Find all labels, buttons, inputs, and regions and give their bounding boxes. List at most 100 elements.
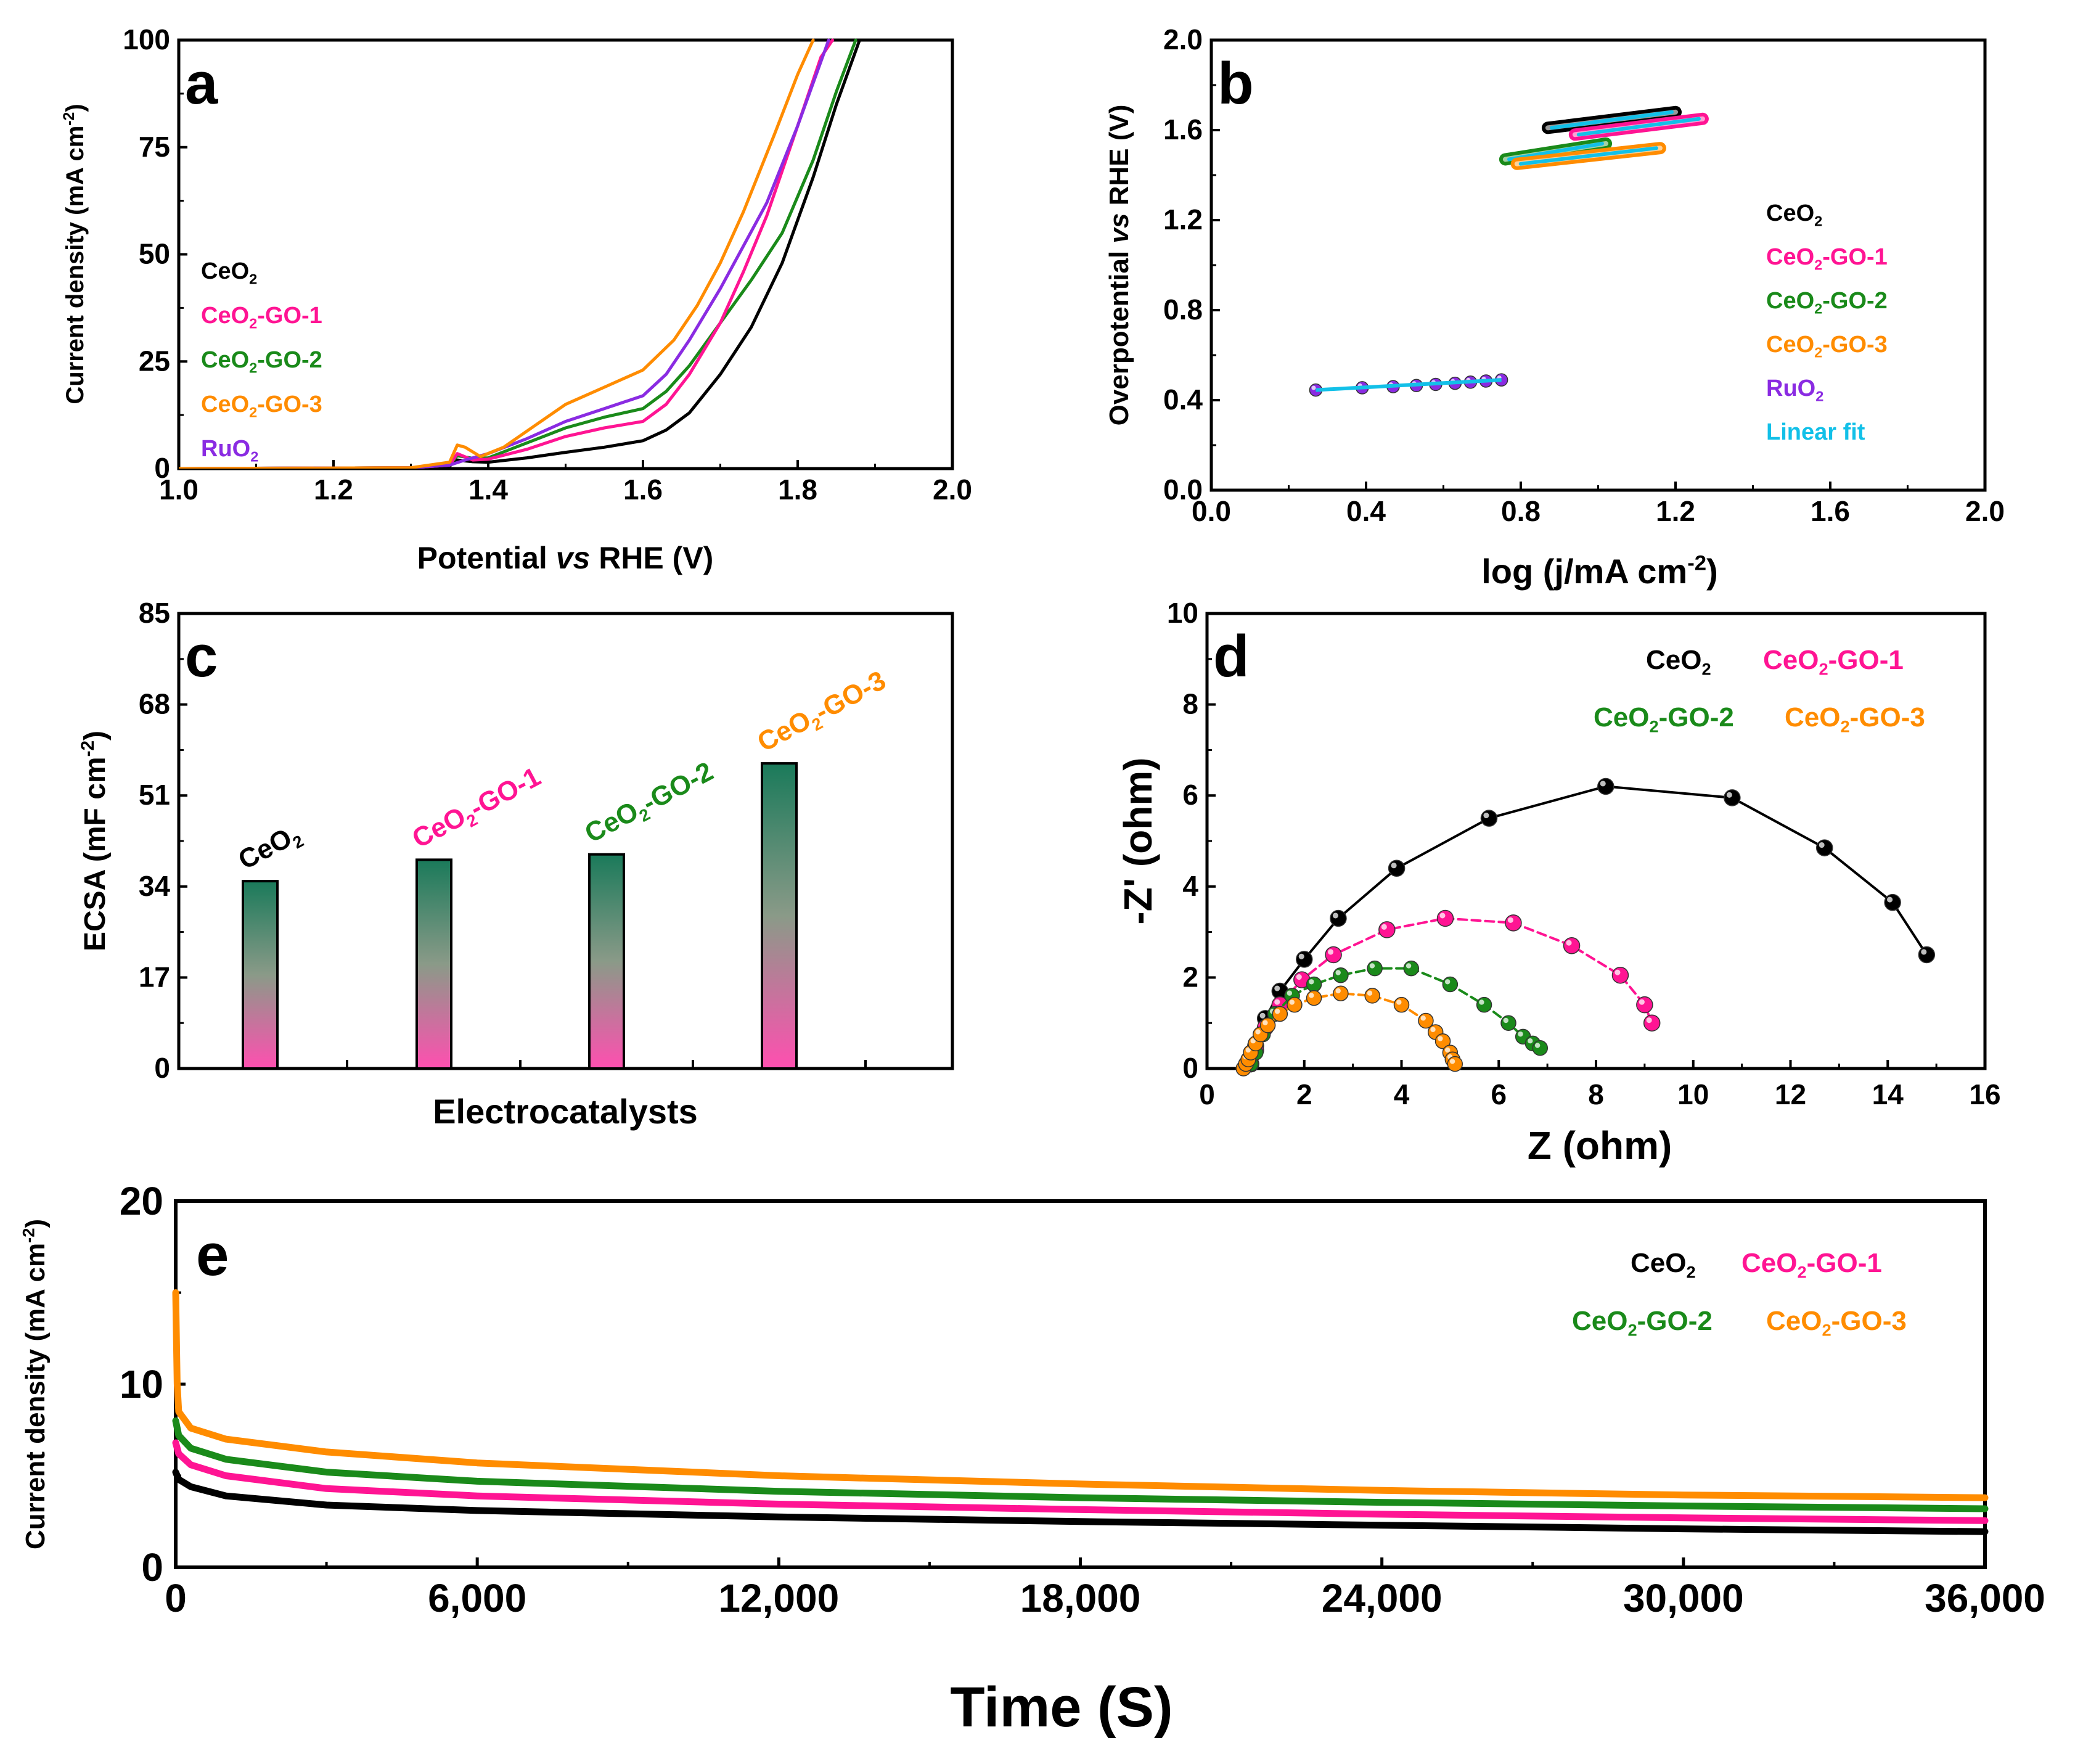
nyquist-point-CeO2-GO-2-highlight bbox=[1335, 970, 1341, 975]
x-tick-label: 24,000 bbox=[1322, 1576, 1443, 1620]
y-tick-label: 100 bbox=[123, 23, 170, 55]
nyquist-point-CeO2-highlight bbox=[1259, 1012, 1266, 1019]
nyquist-point-CeO2-GO-1 bbox=[1611, 966, 1629, 984]
tafel-fit-CeO2 bbox=[1549, 110, 1674, 130]
nyquist-point-CeO2-highlight bbox=[1274, 985, 1280, 991]
nyquist-point-CeO2-GO-3 bbox=[1333, 985, 1349, 1001]
y-axis-title: -Z' (ohm) bbox=[1116, 757, 1160, 924]
tafel-point-RuO2-highlight bbox=[1311, 385, 1316, 390]
nyquist-point-CeO2 bbox=[1884, 893, 1901, 911]
nyquist-point-CeO2-GO-2-highlight bbox=[1479, 999, 1484, 1005]
x-tick-label: 1.6 bbox=[623, 474, 663, 506]
bar-CeO2-GO-2 bbox=[588, 853, 625, 1070]
tafel-fit-CeO2-GO-1 bbox=[1576, 117, 1701, 137]
nyquist-point-CeO2-GO-3-highlight bbox=[1449, 1059, 1455, 1064]
x-tick-label: 1.6 bbox=[1811, 495, 1850, 527]
nyquist-point-CeO2-GO-3-highlight bbox=[1289, 999, 1295, 1005]
y-tick-label: 0 bbox=[154, 452, 170, 484]
y-tick-label: 6 bbox=[1182, 779, 1198, 811]
nyquist-point-CeO2-GO-2-highlight bbox=[1369, 963, 1375, 969]
x-tick-label: 0.4 bbox=[1346, 495, 1386, 527]
y-tick-label: 1.6 bbox=[1163, 113, 1203, 146]
nyquist-point-CeO2-GO-3-highlight bbox=[1367, 990, 1373, 996]
y-tick-label: 34 bbox=[139, 870, 171, 902]
nyquist-point-CeO2-GO-3 bbox=[1447, 1056, 1463, 1072]
x-tick-label: 18,000 bbox=[1020, 1576, 1141, 1620]
nyquist-point-CeO2 bbox=[1815, 839, 1833, 856]
nyquist-point-CeO2-GO-2-highlight bbox=[1528, 1038, 1533, 1044]
nyquist-point-CeO2-GO-3-highlight bbox=[1444, 1047, 1451, 1053]
nyquist-point-CeO2-GO-1-highlight bbox=[1274, 999, 1280, 1005]
x-tick-label: 0 bbox=[165, 1576, 187, 1620]
nyquist-point-CeO2-GO-3-highlight bbox=[1396, 999, 1402, 1005]
nyquist-point-CeO2-GO-2-highlight bbox=[1503, 1017, 1509, 1024]
nyquist-point-CeO2-GO-1 bbox=[1643, 1014, 1661, 1032]
nyquist-point-CeO2-GO-1-highlight bbox=[1296, 974, 1302, 980]
nyquist-point-CeO2-GO-2-highlight bbox=[1309, 979, 1314, 985]
x-tick-label: 2 bbox=[1296, 1078, 1312, 1110]
panel-d: 0 2 4 6 8 10 12 14 16 0 2 4 6 8 10 d CeO2​ CeO2​-GO-1 CeO2… bbox=[1116, 597, 2001, 1168]
x-tick-label: 1.4 bbox=[469, 474, 508, 506]
nyquist-point-CeO2-GO-2-highlight bbox=[1287, 990, 1293, 996]
nyquist-point-CeO2-GO-2 bbox=[1476, 996, 1492, 1013]
bar-label-CeO2-GO-2: CeO2​-GO-2 bbox=[580, 756, 720, 851]
nyquist-point-CeO2-GO-1 bbox=[1636, 996, 1653, 1014]
x-tick-label: 1.0 bbox=[159, 474, 198, 506]
y-tick-label: 0.4 bbox=[1163, 384, 1203, 416]
x-tick-label: 14 bbox=[1872, 1078, 1904, 1110]
nyquist-point-CeO2-GO-1-highlight bbox=[1439, 913, 1446, 919]
legend-entry-CeO2-GO-2: CeO2​-GO-2 bbox=[1766, 288, 1888, 316]
y-tick-label: 85 bbox=[139, 597, 170, 629]
y-tick-label: 10 bbox=[120, 1362, 163, 1406]
nyquist-point-CeO2-GO-2-highlight bbox=[1534, 1043, 1541, 1048]
panel-a-lines bbox=[179, 38, 861, 469]
nyquist-point-CeO2-GO-1-highlight bbox=[1646, 1017, 1652, 1024]
panel-c: 0 17 34 51 68 85 CeO2​ CeO2​-GO-1 CeO2​-GO-2 CeO2… bbox=[78, 597, 954, 1131]
legend-entry-CeO2-GO-2: CeO2​-GO-2 bbox=[201, 347, 322, 375]
nyquist-point-CeO2 bbox=[1388, 859, 1406, 877]
bar-label-CeO2-GO-1: CeO2​-GO-1 bbox=[407, 761, 547, 857]
x-tick-label: 12 bbox=[1775, 1078, 1806, 1110]
series-line-CeO2-GO-2 bbox=[172, 1417, 1989, 1512]
nyquist-point-CeO2 bbox=[1724, 789, 1741, 806]
x-axis-title: Potential vs RHE (V) bbox=[417, 541, 714, 575]
nyquist-point-CeO2 bbox=[1918, 946, 1936, 964]
x-tick-label: 6,000 bbox=[428, 1576, 526, 1620]
nyquist-point-CeO2 bbox=[1296, 951, 1313, 968]
nyquist-point-CeO2-highlight bbox=[1921, 949, 1927, 955]
nyquist-point-CeO2-GO-1 bbox=[1436, 909, 1454, 927]
nyquist-point-CeO2-GO-2 bbox=[1367, 960, 1383, 977]
series-line-CeO2-GO-3 bbox=[179, 38, 815, 469]
y-tick-label: 0 bbox=[1182, 1052, 1198, 1084]
fit-line-RuO2 bbox=[1316, 378, 1502, 392]
series-line-CeO2-GO-1 bbox=[172, 1439, 1989, 1524]
panel-a-letter: a bbox=[185, 51, 218, 117]
x-tick-label: 2.0 bbox=[933, 474, 972, 506]
nyquist-point-CeO2-GO-3-highlight bbox=[1438, 1036, 1443, 1041]
nyquist-point-CeO2-GO-1 bbox=[1505, 914, 1522, 932]
y-tick-label: 50 bbox=[139, 238, 170, 270]
y-tick-label: 0 bbox=[154, 1052, 170, 1084]
x-tick-label: 0.0 bbox=[1192, 495, 1231, 527]
legend-entry-CeO2: CeO2​ bbox=[201, 258, 257, 287]
nyquist-point-CeO2-GO-3-highlight bbox=[1309, 993, 1314, 998]
nyquist-point-CeO2-highlight bbox=[1483, 813, 1489, 819]
y-tick-label: 68 bbox=[139, 688, 170, 720]
nyquist-point-CeO2-GO-2-highlight bbox=[1518, 1031, 1523, 1037]
y-tick-label: 2.0 bbox=[1163, 23, 1203, 55]
nyquist-point-CeO2-highlight bbox=[1887, 896, 1893, 903]
x-tick-label: 1.2 bbox=[1656, 495, 1695, 527]
y-tick-label: 8 bbox=[1182, 688, 1198, 720]
nyquist-point-CeO2-highlight bbox=[1600, 781, 1606, 787]
legend-entry-RuO2: RuO2​ bbox=[201, 436, 258, 464]
nyquist-point-CeO2-GO-3 bbox=[1306, 990, 1322, 1006]
x-tick-label: 0.8 bbox=[1501, 495, 1541, 527]
y-tick-label: 17 bbox=[139, 961, 170, 993]
bar-CeO2-GO-1 bbox=[415, 858, 452, 1070]
nyquist-point-CeO2-highlight bbox=[1726, 792, 1732, 798]
y-tick-label: 0.0 bbox=[1163, 474, 1203, 506]
legend-entry-CeO2-GO-1: CeO2​-GO-1 bbox=[1741, 1248, 1882, 1282]
series-line-CeO2-GO-3 bbox=[172, 1289, 1989, 1501]
bar-CeO2 bbox=[242, 880, 279, 1070]
x-axis-title: Electrocatalysts bbox=[433, 1092, 698, 1131]
